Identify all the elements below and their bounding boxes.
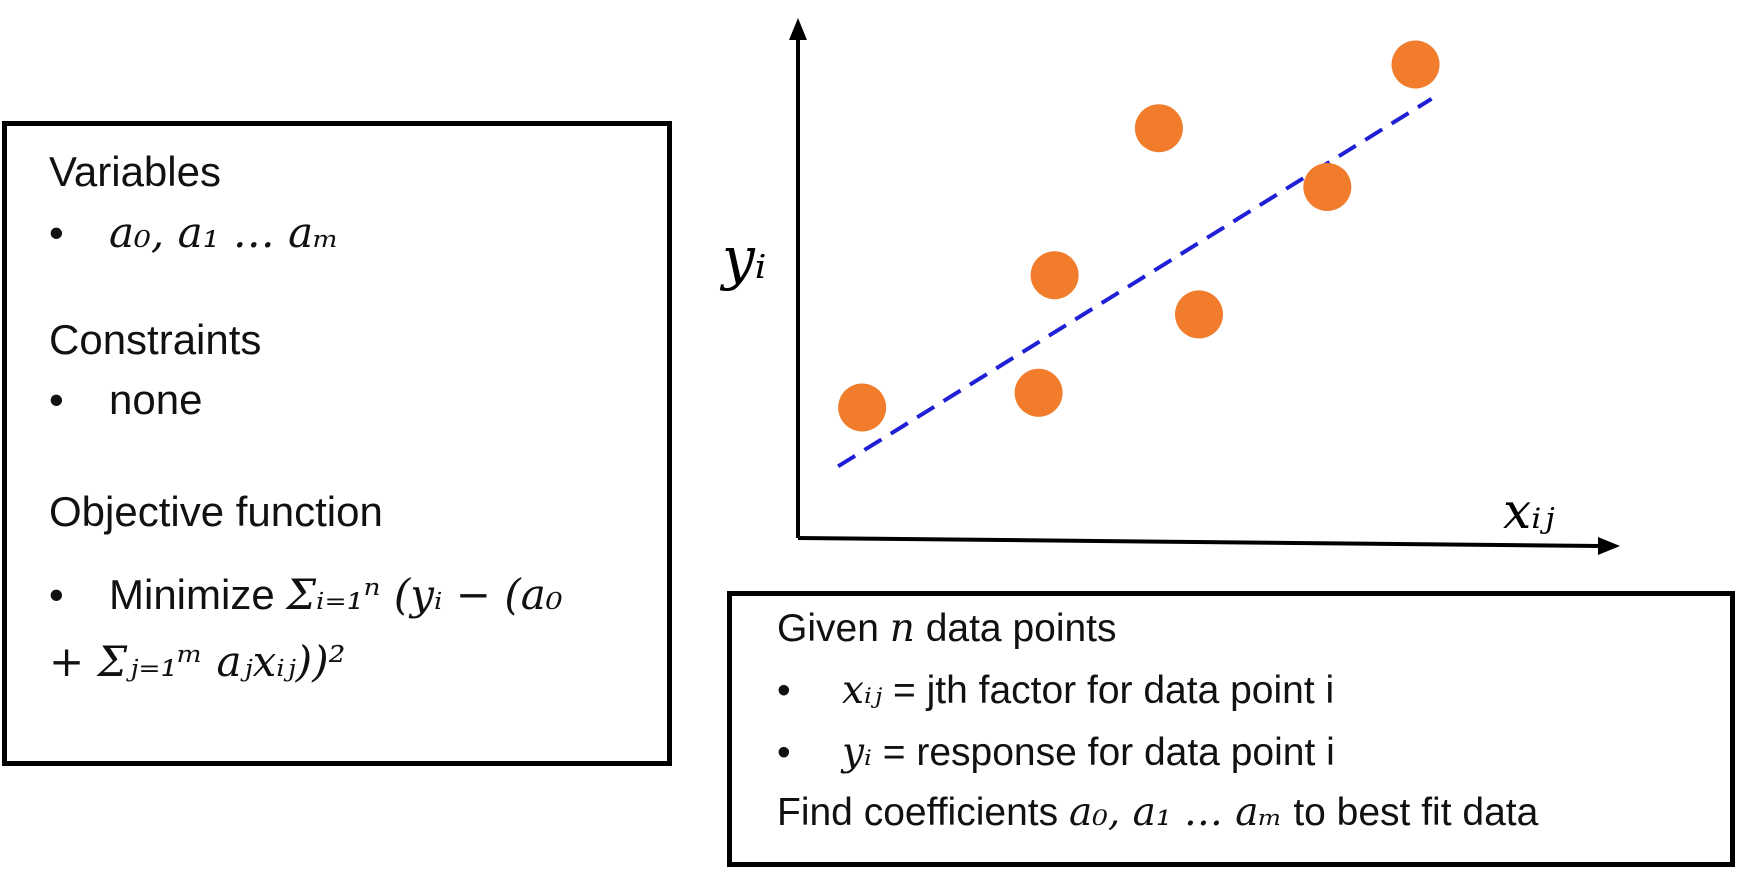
constraints-item: • none (49, 376, 202, 424)
find-prefix: Find coefficients (777, 791, 1059, 834)
given-bullet-2: • yᵢ = response for data point i (777, 730, 1335, 775)
data-point-7 (1391, 40, 1440, 89)
coefficients-vars: a₀, a₁ … aₘ (1068, 790, 1283, 835)
given-suffix: data points (925, 607, 1117, 650)
variables-formula: a₀, a₁ … aₘ (109, 208, 339, 257)
objective-title: Objective function (49, 488, 383, 535)
x-axis-label: xᵢⱼ (1503, 482, 1555, 540)
data-point-3 (1030, 251, 1079, 300)
y-i-var: yᵢ (842, 730, 872, 775)
data-point-6 (1303, 163, 1352, 211)
data-point-4 (1175, 290, 1223, 339)
bullet-icon: • (49, 209, 64, 256)
x-ij-desc: = jth factor for data point i (893, 669, 1335, 712)
x-axis-arrow-icon (1598, 537, 1620, 555)
given-bullet-1: • xᵢⱼ = jth factor for data point i (777, 668, 1334, 713)
bullet-icon: • (49, 571, 64, 618)
objective-prefix: Minimize (109, 571, 275, 618)
x-ij-var: xᵢⱼ (842, 668, 883, 713)
given-n-var: n (889, 606, 915, 651)
formulation-box: Variables • a₀, a₁ … aₘ Constraints • none… (2, 121, 672, 766)
objective-item: • Minimize Σᵢ₌₁ⁿ (yᵢ − (a₀ + Σⱼ₌₁ᵐ aⱼxᵢⱼ)… (49, 561, 609, 695)
given-prefix: Given (777, 607, 879, 650)
constraints-title: Constraints (49, 316, 262, 363)
bullet-icon: • (777, 669, 791, 712)
data-point-2 (1014, 368, 1063, 417)
y-axis-label: yᵢ (719, 224, 766, 292)
given-box: Given n data points • xᵢⱼ = jth factor fo… (727, 591, 1735, 867)
axes (789, 18, 1620, 555)
variables-title: Variables (49, 148, 221, 195)
fit-line (837, 97, 1433, 469)
bullet-icon: • (777, 731, 791, 774)
variables-item: • a₀, a₁ … aₘ (49, 208, 339, 257)
x-axis (797, 536, 1601, 548)
find-suffix: to best fit data (1293, 791, 1539, 834)
bullet-icon: • (49, 376, 64, 423)
objective-formula: Σᵢ₌₁ⁿ (yᵢ − (a₀ + Σⱼ₌₁ᵐ aⱼxᵢⱼ))² (49, 570, 563, 687)
data-point-1 (838, 383, 887, 432)
y-i-desc: = response for data point i (882, 731, 1335, 774)
constraints-text: none (109, 376, 203, 423)
given-line-4: Find coefficients a₀, a₁ … aₘ to best fi… (777, 790, 1538, 835)
y-axis-arrow-icon (789, 18, 807, 40)
data-point-5 (1134, 104, 1183, 153)
data-points (838, 40, 1440, 432)
given-line-1: Given n data points (777, 606, 1117, 651)
scatter-plot: yᵢ xᵢⱼ (719, 18, 1620, 555)
